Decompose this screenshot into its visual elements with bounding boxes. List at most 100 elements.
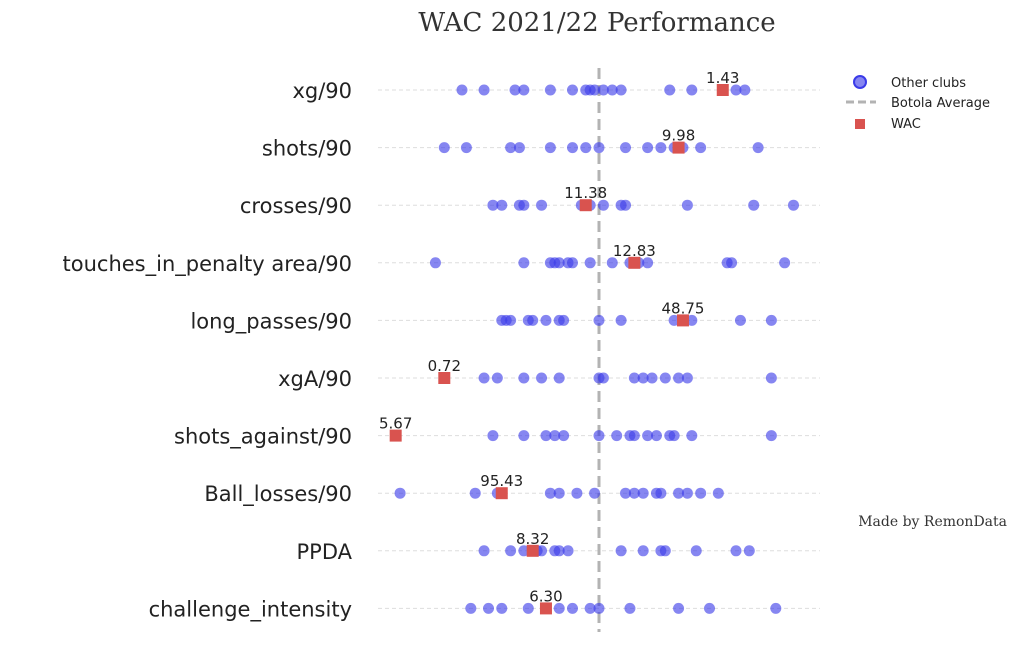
other-club-point bbox=[549, 430, 561, 442]
other-club-point bbox=[752, 142, 764, 154]
other-club-point bbox=[580, 142, 592, 154]
metric-label: challenge_intensity bbox=[149, 597, 352, 622]
other-club-point bbox=[668, 314, 680, 326]
other-club-point bbox=[593, 142, 605, 154]
other-club-point bbox=[690, 545, 702, 557]
other-club-point bbox=[712, 487, 724, 499]
other-club-point bbox=[606, 84, 618, 96]
other-club-point bbox=[664, 84, 676, 96]
other-club-point bbox=[650, 430, 662, 442]
other-club-point bbox=[739, 84, 751, 96]
team-value-label: 0.72 bbox=[428, 357, 461, 375]
team-value-label: 9.98 bbox=[662, 127, 695, 145]
other-club-point bbox=[734, 314, 746, 326]
chart-title: WAC 2021/22 Performance bbox=[418, 8, 775, 38]
other-club-point bbox=[589, 487, 601, 499]
other-club-point bbox=[615, 314, 627, 326]
other-club-point bbox=[487, 430, 499, 442]
other-club-point bbox=[668, 430, 680, 442]
legend-others-marker bbox=[853, 75, 867, 89]
other-club-point bbox=[540, 314, 552, 326]
other-club-point bbox=[518, 545, 530, 557]
other-club-point bbox=[606, 257, 618, 269]
other-club-point bbox=[628, 430, 640, 442]
other-club-point bbox=[553, 545, 565, 557]
other-club-point bbox=[642, 257, 654, 269]
other-club-point bbox=[513, 142, 525, 154]
other-clubs-points bbox=[394, 84, 799, 614]
other-club-point bbox=[637, 487, 649, 499]
other-club-point bbox=[628, 487, 640, 499]
other-club-point bbox=[518, 430, 530, 442]
other-club-point bbox=[637, 372, 649, 384]
legend-team-label: WAC bbox=[891, 117, 921, 132]
other-club-point bbox=[571, 487, 583, 499]
other-club-point bbox=[655, 142, 667, 154]
other-club-point bbox=[659, 372, 671, 384]
team-value-label: 8.32 bbox=[516, 530, 549, 548]
other-club-point bbox=[544, 84, 556, 96]
other-club-point bbox=[593, 314, 605, 326]
team-value-label: 1.43 bbox=[706, 69, 739, 87]
metric-labels: xg/90 shots/90 crosses/90 touches_in_penalt… bbox=[63, 79, 353, 622]
other-club-point bbox=[686, 314, 698, 326]
other-club-point bbox=[505, 314, 517, 326]
other-club-point bbox=[624, 602, 636, 614]
team-point bbox=[495, 487, 508, 500]
metric-label: xgA/90 bbox=[278, 367, 352, 391]
other-club-point bbox=[429, 257, 441, 269]
metric-label: PPDA bbox=[297, 540, 353, 564]
team-value-label: 11.38 bbox=[564, 184, 607, 202]
metric-label: xg/90 bbox=[292, 79, 352, 103]
other-club-point bbox=[681, 487, 693, 499]
other-club-point bbox=[743, 545, 755, 557]
other-club-point bbox=[553, 372, 565, 384]
other-club-point bbox=[487, 199, 499, 211]
other-club-point bbox=[695, 487, 707, 499]
other-club-point bbox=[620, 487, 632, 499]
other-club-point bbox=[620, 199, 632, 211]
other-club-point bbox=[695, 142, 707, 154]
metric-label: shots/90 bbox=[262, 137, 352, 161]
team-points bbox=[389, 84, 729, 615]
other-club-point bbox=[544, 487, 556, 499]
other-club-point bbox=[478, 372, 490, 384]
other-club-point bbox=[779, 257, 791, 269]
team-point bbox=[539, 602, 552, 615]
other-club-point bbox=[566, 84, 578, 96]
other-club-point bbox=[496, 199, 508, 211]
other-club-point bbox=[562, 545, 574, 557]
other-club-point bbox=[566, 257, 578, 269]
other-club-point bbox=[673, 602, 685, 614]
other-club-point bbox=[765, 314, 777, 326]
credit-text: Made by RemonData bbox=[858, 514, 1007, 530]
metric-label: shots_against/90 bbox=[174, 425, 352, 450]
other-club-point bbox=[730, 545, 742, 557]
team-point bbox=[676, 314, 689, 327]
metric-label: Ball_losses/90 bbox=[204, 482, 352, 507]
other-club-point bbox=[584, 257, 596, 269]
other-club-point bbox=[584, 602, 596, 614]
legend-others-label: Other clubs bbox=[891, 76, 966, 91]
other-club-point bbox=[597, 372, 609, 384]
other-club-point bbox=[536, 545, 548, 557]
metric-label: touches_in_penalty area/90 bbox=[63, 252, 352, 277]
team-value-labels: 1.43 9.98 11.38 12.83 48.75 0.72 5.67 95.43 8.32… bbox=[379, 69, 739, 605]
other-club-point bbox=[765, 372, 777, 384]
other-club-point bbox=[518, 199, 530, 211]
metric-label: long_passes/90 bbox=[190, 309, 352, 334]
other-club-point bbox=[553, 602, 565, 614]
legend-average-label: Botola Average bbox=[891, 96, 990, 111]
other-club-point bbox=[611, 430, 623, 442]
other-club-point bbox=[553, 257, 565, 269]
other-club-point bbox=[597, 199, 609, 211]
other-club-point bbox=[544, 142, 556, 154]
other-club-point bbox=[770, 602, 782, 614]
other-club-point bbox=[491, 372, 503, 384]
other-club-point bbox=[681, 372, 693, 384]
other-club-point bbox=[597, 84, 609, 96]
other-club-point bbox=[558, 430, 570, 442]
other-club-point bbox=[522, 602, 534, 614]
other-club-point bbox=[659, 545, 671, 557]
